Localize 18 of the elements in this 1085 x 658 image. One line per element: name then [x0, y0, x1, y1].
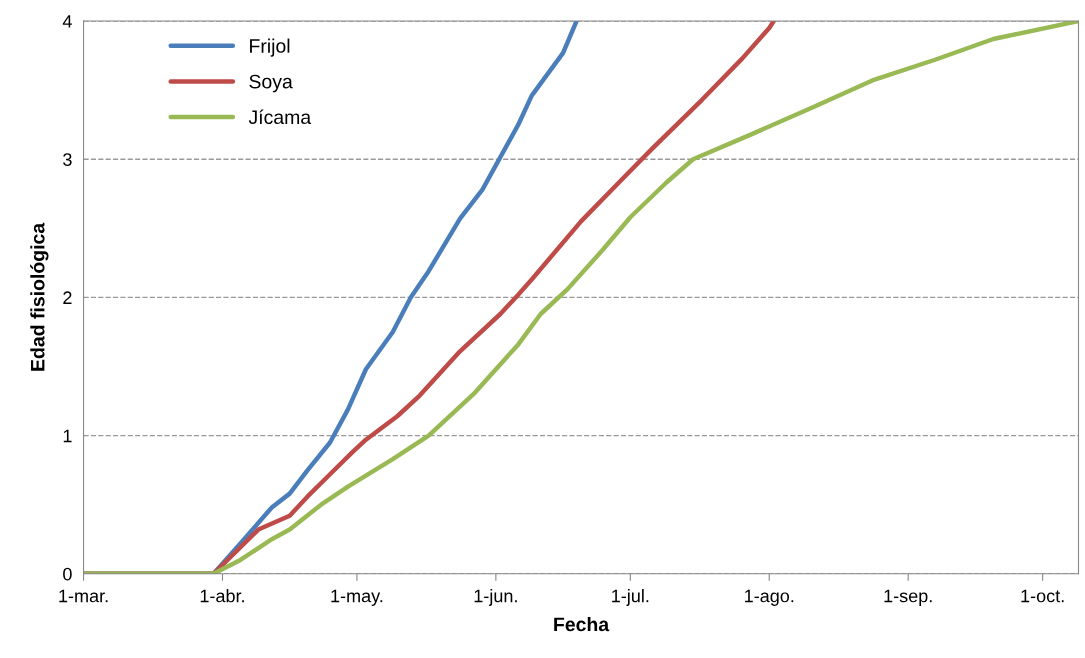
- y-axis-title: Edad fisiológica: [30, 222, 49, 371]
- y-tick-label: 0: [63, 567, 72, 581]
- y-tick-label: 1: [63, 429, 72, 443]
- x-tick-label: 1-jun.: [474, 589, 517, 606]
- x-tick-label: 1-ago.: [745, 589, 794, 606]
- y-tick-label: 3: [63, 153, 72, 166]
- x-axis-title: Fecha: [554, 617, 610, 632]
- x-tick-label: 1-mar.: [59, 589, 108, 603]
- y-tick-label: 2: [63, 291, 72, 304]
- y-tick-label: 4: [62, 15, 72, 28]
- x-tick-label: 1-sep.: [884, 589, 932, 606]
- x-tick-label: 1-oct.: [1021, 589, 1064, 603]
- x-tick-label: 1-abr.: [200, 589, 244, 603]
- legend-label: Jícama: [248, 109, 312, 125]
- x-tick-label: 1-may.: [331, 589, 383, 606]
- legend-label: Soya: [249, 74, 293, 93]
- x-tick-label: 1-jul.: [612, 589, 649, 606]
- legend-label: Frijol: [250, 38, 290, 57]
